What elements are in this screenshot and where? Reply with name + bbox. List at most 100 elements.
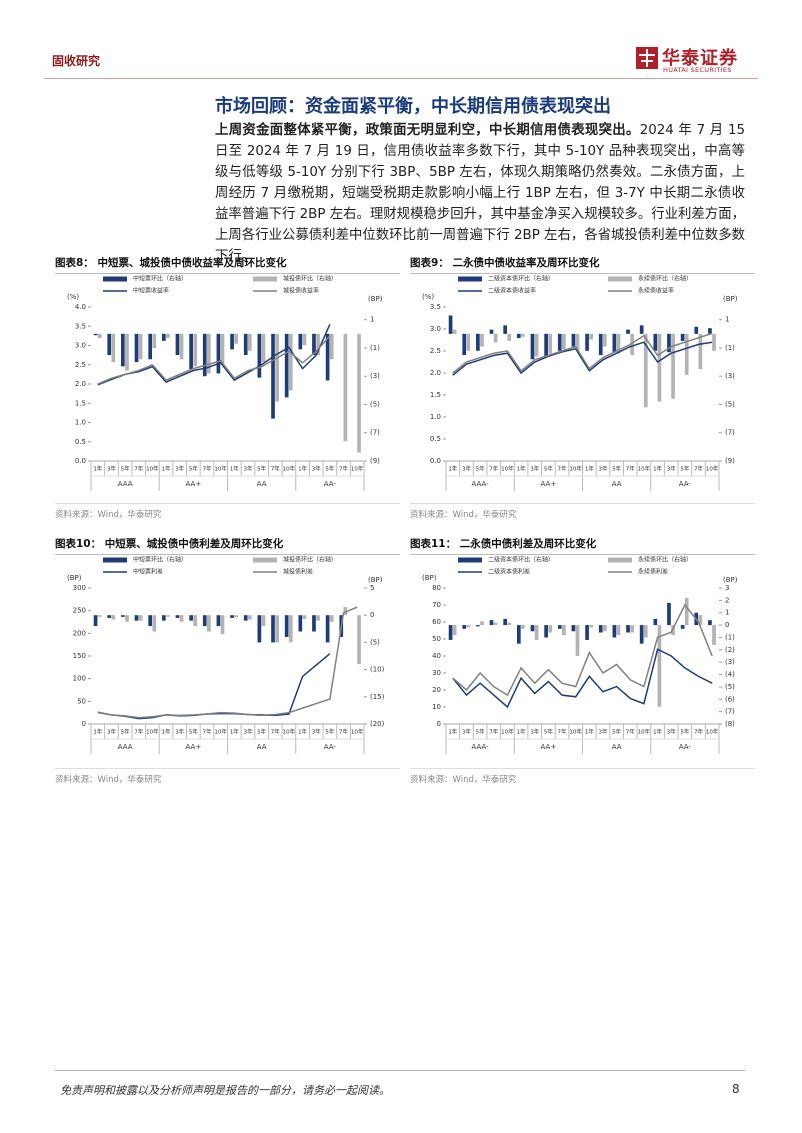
x-tick-label: 5年	[476, 728, 485, 736]
bar	[288, 333, 293, 391]
bar	[466, 333, 471, 351]
bar	[626, 625, 630, 633]
y-tick-label: 2.5	[430, 347, 441, 355]
bar	[548, 625, 553, 633]
y-tick-label: (7)	[725, 708, 735, 716]
legend-label: 二级资本债利差	[488, 568, 530, 576]
x-tick-label: 5年	[544, 465, 553, 473]
bar	[220, 615, 225, 635]
bar	[179, 333, 184, 360]
chart: 0.0 0.5 1.0 1.5 2.0 2.5 3.0 3.5 1 (1) (3) (5) (7) (9)…	[422, 275, 738, 491]
bar	[243, 615, 248, 621]
bar	[462, 625, 467, 629]
bar	[261, 333, 266, 363]
bar	[489, 329, 494, 334]
y-tick-label: 50	[77, 697, 86, 705]
bar	[193, 615, 198, 627]
y-tick-label: 2.0	[430, 369, 441, 377]
x-tick-label: 5年	[121, 728, 130, 736]
bar	[712, 625, 716, 645]
y-tick-label: (6)	[725, 695, 735, 703]
y-unit: (%)	[422, 293, 434, 301]
y-tick-label: 150	[73, 652, 86, 660]
y-tick-label: 1.0	[430, 413, 441, 421]
y-tick-label: 80	[432, 584, 441, 592]
y-tick-label: 3.0	[75, 342, 86, 350]
bar	[616, 333, 621, 354]
x-tick-label: 10年	[638, 728, 651, 736]
bar	[107, 333, 112, 356]
bar	[271, 333, 275, 419]
bar	[234, 333, 239, 344]
bar	[93, 333, 98, 336]
x-tick-label: 10年	[706, 465, 719, 473]
bar	[653, 618, 658, 626]
body-text: 2024 年 7 月 15 日至 2024 年 7 月 19 日，信用债收益率多…	[215, 123, 746, 264]
x-tick-label: 1年	[230, 728, 239, 736]
bar	[530, 625, 535, 632]
x-tick-label: 5年	[612, 465, 621, 473]
x-tick-label: 10年	[146, 728, 159, 736]
bar	[694, 326, 699, 334]
legend-label: 二级资本债收益率	[488, 287, 536, 295]
y-tick-label: (20)	[370, 720, 385, 728]
x-tick-label: 1年	[162, 728, 171, 736]
x-tick-label: 5年	[257, 465, 266, 473]
bar	[585, 625, 589, 640]
x-tick-label: 5年	[476, 465, 485, 473]
bar	[530, 333, 535, 360]
y-tick-label: (9)	[370, 457, 380, 465]
bar	[125, 615, 129, 622]
bar	[298, 615, 303, 632]
bar	[189, 615, 193, 621]
bar	[448, 625, 453, 640]
bar	[97, 333, 102, 339]
bar	[316, 615, 320, 621]
y-tick-label: 0	[82, 720, 86, 728]
legend-label: 中短票收益率	[133, 287, 169, 295]
y-tick-label: 20	[432, 686, 441, 694]
bar	[193, 333, 198, 367]
x-tick-label: 1年	[298, 728, 307, 736]
bar	[189, 333, 193, 370]
bar	[134, 615, 139, 621]
bar	[575, 625, 580, 656]
x-tick-label: 3年	[243, 465, 252, 473]
y-tick-label: (1)	[370, 344, 380, 352]
bar	[516, 333, 521, 339]
y-tick-label: 0.0	[75, 457, 86, 465]
section-title: 市场回顾：资金面紧平衡，中长期信用债表现突出	[215, 96, 611, 117]
bar	[698, 333, 703, 370]
y-tick-label: (5)	[725, 400, 735, 408]
x-tick-label: 1年	[162, 465, 171, 473]
bar	[230, 615, 234, 618]
x-tick-label: 3年	[530, 728, 539, 736]
bar	[207, 333, 211, 374]
bar	[138, 615, 143, 621]
y-tick-label: 30	[432, 669, 441, 677]
bar	[462, 333, 467, 356]
x-tick-label: 1年	[230, 465, 239, 473]
y-tick-label: 0	[437, 720, 441, 728]
y-tick-label: 60	[432, 618, 441, 626]
x-tick-label: 3年	[530, 465, 539, 473]
bar	[97, 615, 102, 617]
bar	[708, 328, 712, 334]
group-label: AA-	[679, 743, 692, 751]
bar	[480, 333, 484, 347]
line	[452, 648, 713, 709]
line	[452, 603, 713, 697]
header-section: 固收研究	[52, 54, 101, 68]
bar	[598, 333, 603, 356]
y-tick-label: 50	[432, 635, 441, 643]
bar	[138, 333, 143, 360]
x-tick-label: 10年	[501, 465, 514, 473]
bar	[243, 333, 248, 356]
x-tick-label: 7年	[694, 728, 703, 736]
y-tick-label: (5)	[370, 638, 380, 646]
bar	[667, 602, 671, 626]
logo-text: 华泰证券	[662, 48, 738, 69]
group-label: AA+	[541, 743, 557, 751]
bar	[302, 615, 307, 620]
bar	[111, 333, 116, 363]
